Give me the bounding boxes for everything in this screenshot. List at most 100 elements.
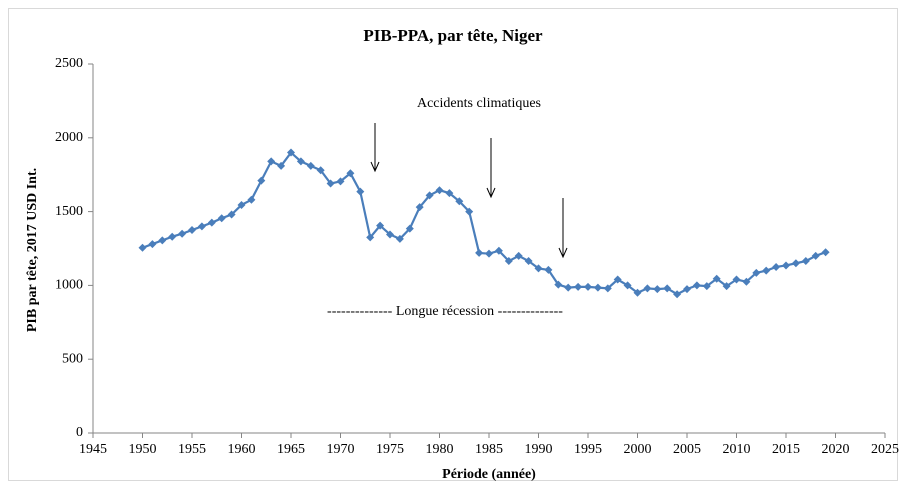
x-tick-label: 2025 (871, 442, 899, 457)
x-tick-label: 2015 (772, 442, 800, 457)
annotation: Accidents climatiques (417, 96, 541, 111)
y-axis-label: PIB par tête, 2017 USD Int. (25, 168, 40, 332)
chart-title: PIB-PPA, par tête, Niger (363, 26, 543, 45)
y-tick-label: 1000 (55, 278, 83, 293)
marker (455, 197, 464, 206)
marker (752, 268, 761, 277)
marker (425, 191, 434, 200)
x-tick-label: 1990 (525, 442, 553, 457)
marker (564, 283, 573, 292)
marker (623, 281, 632, 290)
marker (504, 257, 513, 266)
marker (782, 261, 790, 270)
marker (445, 189, 454, 198)
chart-frame (8, 8, 898, 481)
marker (603, 284, 612, 293)
marker (821, 248, 830, 257)
marker (287, 148, 295, 157)
arrow-head (558, 247, 568, 259)
marker (168, 232, 177, 241)
marker (207, 218, 216, 227)
marker (574, 282, 583, 291)
y-tick-label: 500 (62, 351, 83, 366)
marker (702, 282, 711, 291)
marker (514, 251, 523, 260)
marker (366, 233, 375, 242)
x-axis-label: Période (année) (442, 467, 536, 482)
marker (296, 157, 305, 166)
x-tick-label: 1960 (228, 442, 256, 457)
marker (188, 226, 196, 235)
marker (346, 169, 355, 178)
marker (138, 243, 147, 252)
marker (336, 177, 345, 186)
marker (316, 166, 325, 175)
marker (653, 285, 662, 294)
marker (742, 277, 751, 286)
marker (732, 275, 741, 284)
marker (584, 282, 592, 291)
marker (247, 195, 256, 204)
marker (386, 230, 394, 239)
marker (692, 281, 701, 290)
arrow-head (486, 187, 496, 199)
marker (643, 284, 652, 293)
x-tick-label: 1965 (277, 442, 305, 457)
marker (178, 229, 187, 238)
marker (722, 282, 731, 291)
marker (791, 259, 800, 268)
marker (405, 224, 414, 233)
y-tick-label: 2500 (55, 56, 83, 71)
marker (197, 222, 206, 231)
x-tick-label: 2020 (822, 442, 850, 457)
marker (683, 285, 691, 294)
marker (217, 214, 226, 223)
marker (415, 203, 424, 212)
x-tick-label: 2000 (624, 442, 652, 457)
marker (435, 186, 444, 195)
marker (257, 176, 266, 185)
x-tick-label: 1955 (178, 442, 206, 457)
marker (593, 283, 602, 292)
marker (494, 246, 503, 255)
marker (356, 187, 365, 196)
x-tick-label: 1995 (574, 442, 602, 457)
marker (534, 264, 543, 273)
x-tick-label: 1980 (426, 442, 454, 457)
marker (663, 284, 672, 293)
x-tick-label: 2010 (723, 442, 751, 457)
arrows (370, 123, 568, 259)
marker (544, 265, 553, 274)
marker (277, 161, 286, 170)
marker (613, 275, 622, 284)
marker (158, 236, 167, 245)
marker (465, 207, 474, 216)
x-tick-label: 1975 (376, 442, 404, 457)
marker (475, 248, 484, 257)
marker (801, 257, 810, 266)
marker (306, 161, 315, 170)
x-tick-label: 2005 (673, 442, 701, 457)
marker (554, 280, 563, 289)
marker (524, 257, 533, 266)
marker (633, 288, 642, 297)
y-tick-label: 1500 (55, 204, 83, 219)
marker (237, 200, 246, 209)
marker (485, 249, 493, 258)
x-tick-label: 1985 (475, 442, 503, 457)
marker (227, 210, 236, 219)
x-tick-label: 1950 (129, 442, 157, 457)
marker (267, 157, 276, 166)
x-tick-label: 1970 (327, 442, 355, 457)
arrow-head (370, 161, 380, 173)
marker (376, 221, 385, 230)
marker (712, 274, 721, 283)
marker (762, 266, 771, 275)
marker (395, 234, 404, 243)
marker (811, 251, 820, 260)
x-tick-label: 1945 (79, 442, 107, 457)
y-tick-label: 2000 (55, 130, 83, 145)
marker (326, 179, 335, 188)
marker (673, 290, 682, 299)
